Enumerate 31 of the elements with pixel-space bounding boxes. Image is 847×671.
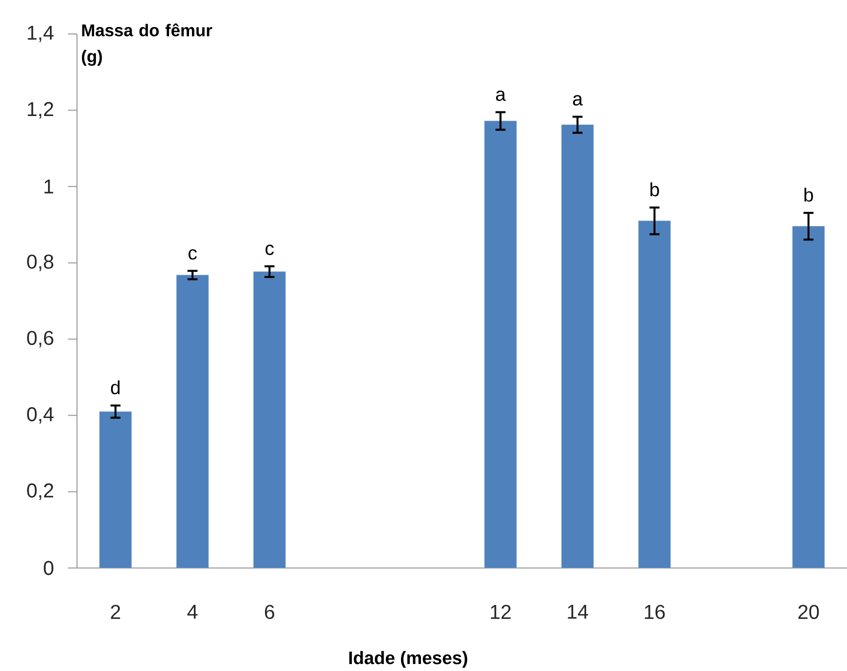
annotation: a xyxy=(573,95,583,106)
annotation: b xyxy=(804,188,813,202)
x-tick-label: 6 xyxy=(264,604,274,620)
bar xyxy=(638,220,671,568)
bar xyxy=(176,274,209,568)
y-tick-label: 0,2 xyxy=(27,483,54,500)
y-tick-label: 1,2 xyxy=(28,102,54,119)
x-axis-title: Idade (meses) xyxy=(349,651,468,668)
bar xyxy=(484,120,517,568)
bar xyxy=(253,271,286,568)
x-tick-label: 2 xyxy=(110,604,120,619)
x-tick-label: 4 xyxy=(187,604,198,619)
y-tick-label: 1,4 xyxy=(28,26,54,42)
annotation: b xyxy=(650,182,659,196)
y-tick-label: 0 xyxy=(44,560,54,576)
y-axis-title: Massa do fêmur (g) xyxy=(82,24,212,66)
bar xyxy=(99,411,132,568)
x-tick-label: 12 xyxy=(490,604,511,619)
bar xyxy=(792,226,825,568)
x-tick-label: 16 xyxy=(644,604,665,620)
annotation: c xyxy=(266,244,274,256)
x-tick-label: 20 xyxy=(798,604,819,620)
x-tick-label: 14 xyxy=(568,604,588,619)
y-tick-label: 1 xyxy=(44,180,54,194)
y-tick-label: 0,8 xyxy=(27,254,54,272)
annotation: d xyxy=(111,380,120,394)
annotation: a xyxy=(496,90,506,101)
y-tick-label: 0,6 xyxy=(27,330,54,348)
bar xyxy=(561,124,594,568)
y-tick-label: 0,4 xyxy=(27,407,54,424)
annotation: c xyxy=(188,249,197,260)
